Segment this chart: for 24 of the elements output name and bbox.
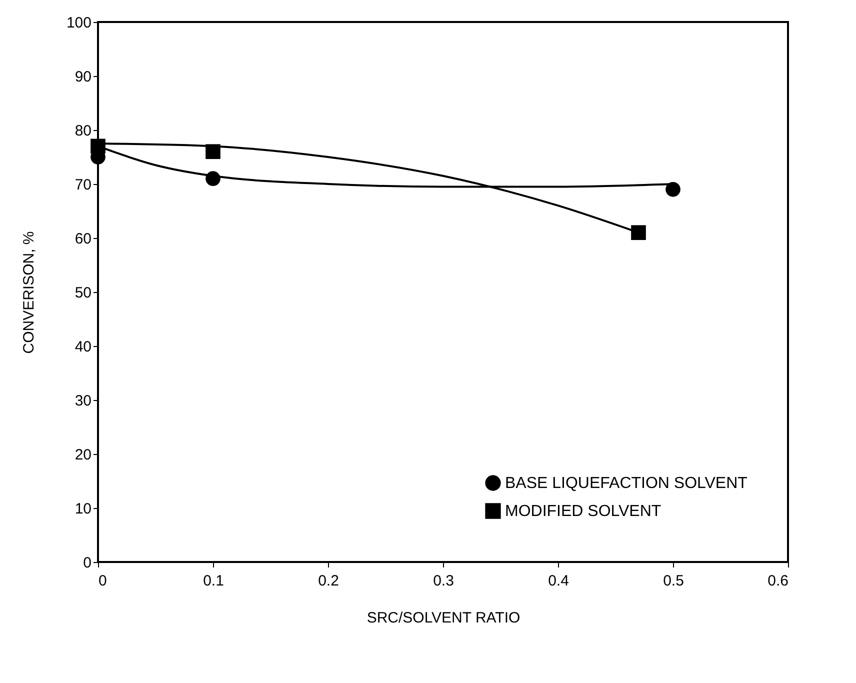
y-tick-label: 70 xyxy=(74,176,92,194)
legend-label: BASE LIQUEFACTION SOLVENT xyxy=(505,475,748,492)
x-tick-label: 0.6 xyxy=(768,572,788,590)
x-tick-label: 0.2 xyxy=(318,572,339,590)
x-tick-label: 0.3 xyxy=(433,572,454,590)
y-tick-label: 100 xyxy=(66,14,92,32)
y-tick-label: 40 xyxy=(74,338,92,356)
x-tick-label: 0.1 xyxy=(203,572,224,590)
x-axis-title: SRC/SOLVENT RATIO xyxy=(366,610,520,626)
point xyxy=(666,182,680,197)
legend-label: MODIFIED SOLVENT xyxy=(505,503,662,520)
x-tick-label: 0 xyxy=(98,572,107,590)
y-tick-label: 30 xyxy=(74,392,92,410)
y-tick-label: 50 xyxy=(74,284,92,302)
x-tick-label: 0.4 xyxy=(548,572,569,590)
y-tick-label: 10 xyxy=(74,500,92,518)
x-tick-label: 0.5 xyxy=(663,572,684,590)
point xyxy=(631,225,646,240)
y-axis-title: CONVERISON, % xyxy=(20,231,38,354)
y-tick-label: 80 xyxy=(74,122,92,140)
y-tick-label: 60 xyxy=(74,230,92,248)
y-tick-label: 20 xyxy=(74,446,92,464)
y-tick-label: 0 xyxy=(83,554,92,572)
y-tick-label: 90 xyxy=(74,68,92,86)
